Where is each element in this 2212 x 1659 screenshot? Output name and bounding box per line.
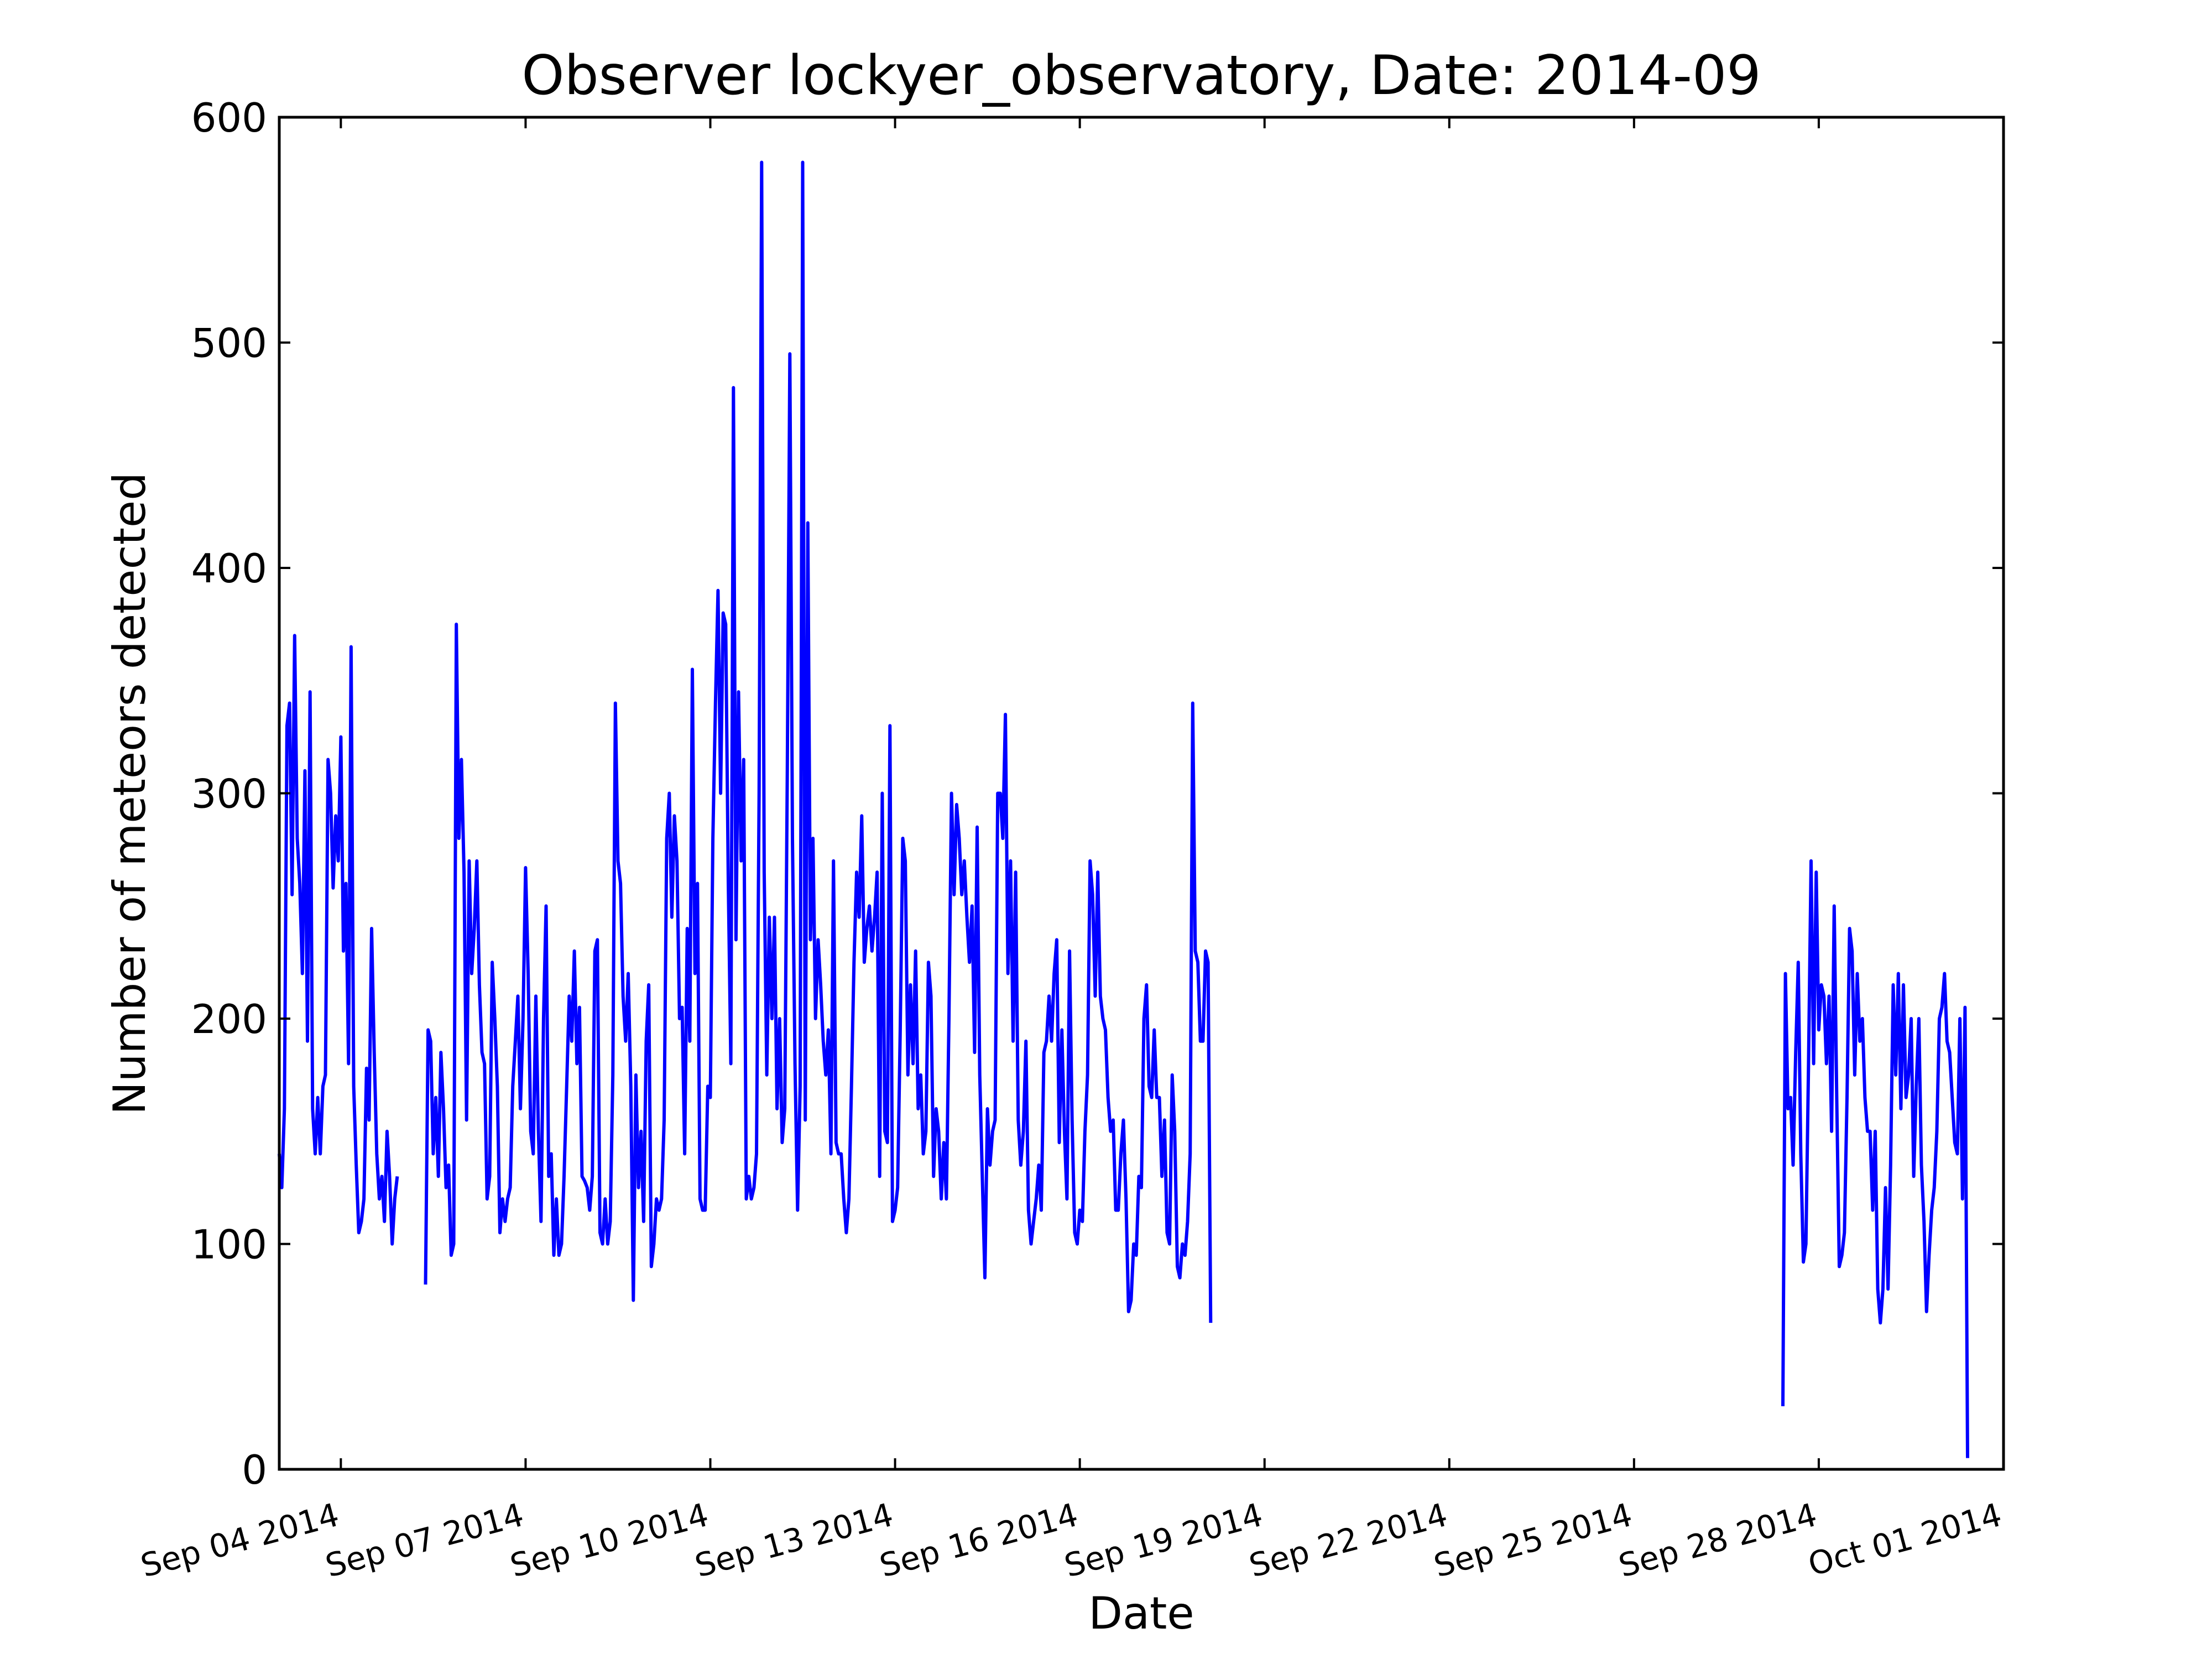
plot-frame [278, 116, 2005, 1471]
series-line-segment-1 [278, 634, 399, 1246]
y-tick-label: 300 [191, 771, 267, 817]
y-tick-label: 400 [191, 545, 267, 592]
x-axis-label: Date [1088, 1588, 1194, 1639]
y-tick-label: 200 [191, 996, 267, 1042]
y-tick-label: 500 [191, 320, 267, 367]
plot-layer [278, 160, 1969, 1458]
series-line-segment-2 [424, 160, 1213, 1323]
y-tick-label: 100 [191, 1222, 267, 1268]
y-axis-label: Number of meteors detected [104, 472, 155, 1115]
y-tick-label: 0 [242, 1447, 267, 1493]
y-tick-label: 600 [191, 95, 267, 141]
chart-title: Observer lockyer_observatory, Date: 2014… [521, 44, 1761, 107]
series-line-segment-3 [1781, 859, 1969, 1458]
